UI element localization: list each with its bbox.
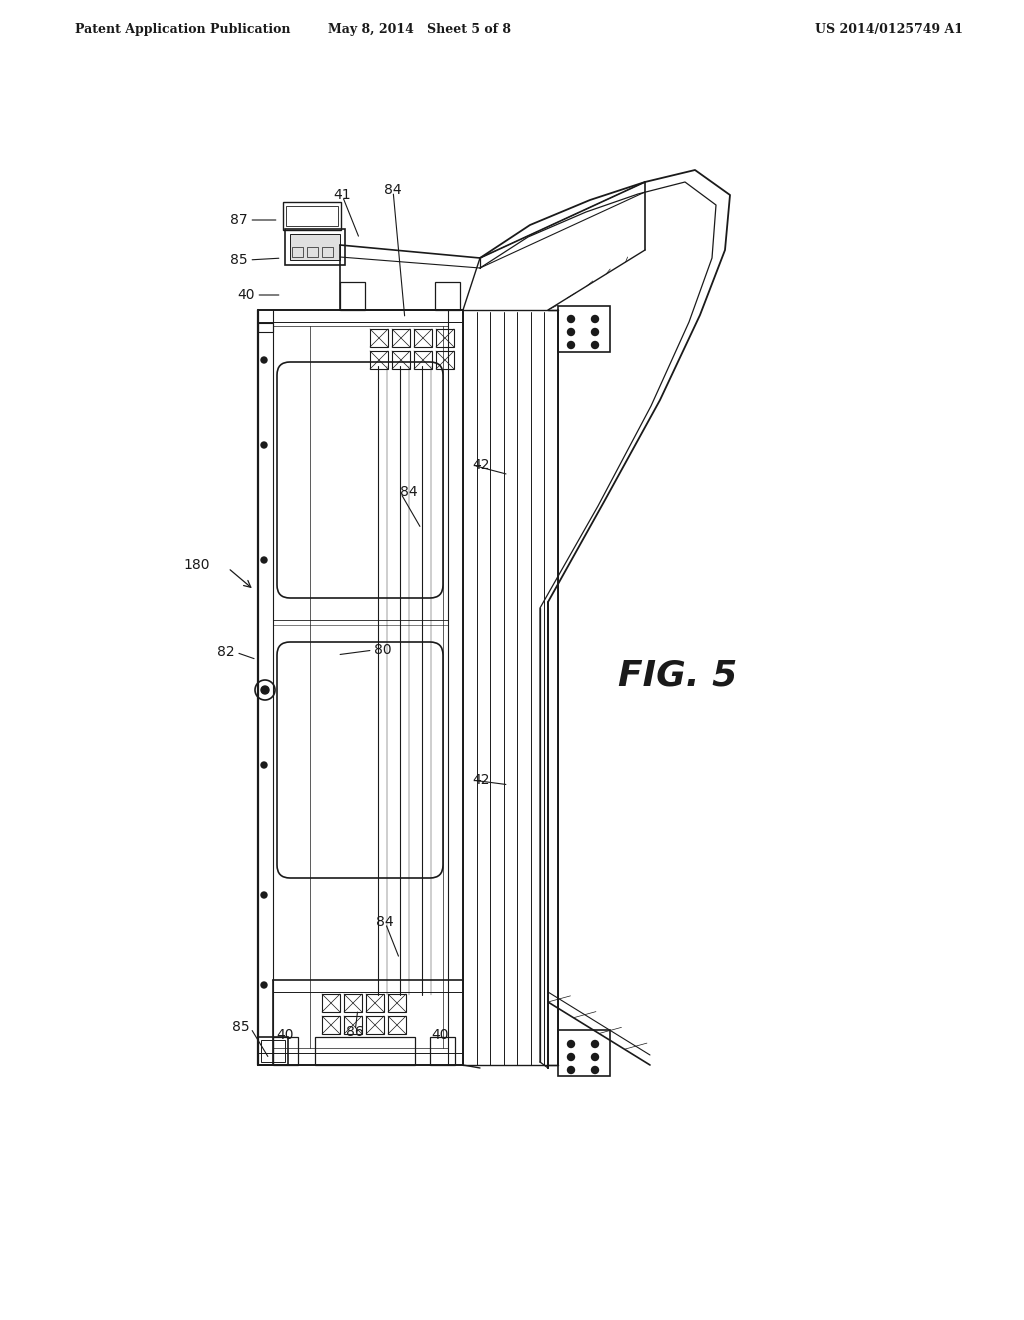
Circle shape	[261, 686, 269, 694]
Bar	[366, 1016, 384, 1034]
Text: 40: 40	[431, 1028, 449, 1041]
Bar	[283, 202, 341, 230]
Bar	[344, 1016, 362, 1034]
Text: 84: 84	[376, 915, 394, 929]
Text: 85: 85	[230, 253, 248, 267]
Bar	[307, 247, 318, 257]
Bar	[286, 206, 338, 226]
Text: 85: 85	[232, 1020, 250, 1034]
Circle shape	[567, 315, 574, 322]
Text: FIG. 5: FIG. 5	[618, 657, 737, 692]
Circle shape	[261, 442, 267, 447]
Bar	[292, 247, 303, 257]
Text: 180: 180	[183, 558, 210, 572]
Text: 42: 42	[472, 458, 489, 473]
Text: 41: 41	[333, 187, 351, 202]
Bar	[388, 1016, 406, 1034]
Text: 80: 80	[374, 643, 391, 657]
Circle shape	[567, 1053, 574, 1060]
Circle shape	[261, 892, 267, 898]
Circle shape	[261, 762, 267, 768]
Bar	[370, 329, 388, 347]
Bar	[430, 1038, 455, 1065]
Circle shape	[567, 1040, 574, 1048]
Bar	[435, 282, 460, 310]
Circle shape	[592, 1053, 598, 1060]
Text: 84: 84	[384, 183, 401, 197]
Text: May 8, 2014   Sheet 5 of 8: May 8, 2014 Sheet 5 of 8	[329, 24, 512, 37]
Text: 82: 82	[217, 645, 234, 659]
Bar	[322, 994, 340, 1012]
Bar	[414, 329, 432, 347]
Bar	[285, 228, 345, 265]
Bar	[273, 1038, 298, 1065]
Bar	[388, 994, 406, 1012]
Text: 87: 87	[230, 213, 248, 227]
Circle shape	[592, 329, 598, 335]
Bar	[392, 329, 410, 347]
Circle shape	[261, 557, 267, 564]
Bar	[436, 329, 454, 347]
Bar	[290, 234, 340, 260]
Bar	[340, 282, 365, 310]
Text: 84: 84	[400, 484, 418, 499]
Bar	[344, 994, 362, 1012]
Circle shape	[567, 342, 574, 348]
Bar	[258, 1038, 288, 1065]
Text: 40: 40	[238, 288, 255, 302]
Bar	[558, 1030, 610, 1076]
Bar	[258, 323, 273, 333]
Text: 40: 40	[276, 1028, 294, 1041]
Circle shape	[592, 342, 598, 348]
Circle shape	[592, 1040, 598, 1048]
Bar	[315, 1038, 415, 1065]
Bar	[322, 247, 333, 257]
Bar	[558, 306, 610, 352]
Text: 42: 42	[472, 774, 489, 787]
Circle shape	[592, 1067, 598, 1073]
Circle shape	[567, 329, 574, 335]
Bar	[414, 351, 432, 370]
Text: Patent Application Publication: Patent Application Publication	[75, 24, 291, 37]
Bar	[366, 994, 384, 1012]
Bar	[370, 351, 388, 370]
Circle shape	[261, 356, 267, 363]
Bar	[392, 351, 410, 370]
Circle shape	[567, 1067, 574, 1073]
Bar	[322, 1016, 340, 1034]
Text: 86: 86	[346, 1026, 364, 1039]
Circle shape	[261, 982, 267, 987]
Bar	[436, 351, 454, 370]
Text: US 2014/0125749 A1: US 2014/0125749 A1	[815, 24, 963, 37]
Circle shape	[592, 315, 598, 322]
Bar	[261, 1040, 285, 1063]
